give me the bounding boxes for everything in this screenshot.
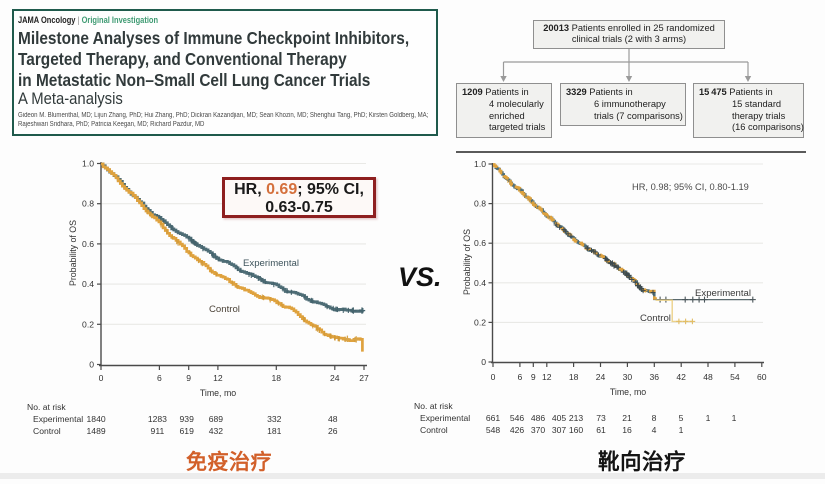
- svg-text:939: 939: [180, 414, 195, 424]
- svg-text:213: 213: [569, 413, 584, 423]
- svg-text:Experimental: Experimental: [420, 413, 470, 423]
- svg-text:426: 426: [510, 425, 525, 435]
- svg-text:619: 619: [180, 426, 195, 436]
- svg-text:405: 405: [552, 413, 567, 423]
- svg-text:Probability of OS: Probability of OS: [68, 220, 78, 286]
- svg-text:689: 689: [209, 414, 224, 424]
- svg-text:26: 26: [328, 426, 338, 436]
- svg-text:21: 21: [622, 413, 632, 423]
- svg-text:1.0: 1.0: [474, 159, 486, 169]
- svg-text:54: 54: [730, 372, 740, 382]
- svg-text:332: 332: [267, 414, 282, 424]
- svg-text:548: 548: [486, 425, 501, 435]
- svg-text:5: 5: [679, 413, 684, 423]
- svg-text:No. at risk: No. at risk: [414, 401, 453, 411]
- svg-text:42: 42: [676, 372, 686, 382]
- svg-text:Control: Control: [209, 304, 240, 315]
- svg-text:4: 4: [652, 425, 657, 435]
- svg-text:9: 9: [186, 373, 191, 383]
- svg-text:48: 48: [703, 372, 713, 382]
- svg-text:0.8: 0.8: [82, 199, 94, 209]
- svg-text:160: 160: [569, 425, 584, 435]
- svg-text:0: 0: [491, 372, 496, 382]
- svg-text:1: 1: [706, 413, 711, 423]
- svg-text:0.8: 0.8: [474, 199, 486, 209]
- svg-text:24: 24: [330, 373, 340, 383]
- svg-text:9: 9: [531, 372, 536, 382]
- svg-text:8: 8: [652, 413, 657, 423]
- svg-text:16: 16: [622, 425, 632, 435]
- svg-text:307: 307: [552, 425, 567, 435]
- svg-text:432: 432: [209, 426, 224, 436]
- svg-text:27: 27: [359, 373, 369, 383]
- svg-text:Experimental: Experimental: [33, 414, 83, 424]
- svg-text:Time, mo: Time, mo: [200, 388, 236, 398]
- svg-text:486: 486: [531, 413, 546, 423]
- svg-text:0: 0: [99, 373, 104, 383]
- svg-text:0: 0: [481, 357, 486, 367]
- svg-text:Experimental: Experimental: [243, 258, 299, 269]
- svg-text:661: 661: [486, 413, 501, 423]
- svg-text:61: 61: [596, 425, 606, 435]
- svg-text:30: 30: [623, 372, 633, 382]
- svg-text:12: 12: [542, 372, 552, 382]
- svg-text:546: 546: [510, 413, 525, 423]
- svg-text:0.4: 0.4: [474, 278, 486, 288]
- svg-text:6: 6: [157, 373, 162, 383]
- svg-text:HR, 0.98; 95% CI, 0.80-1.19: HR, 0.98; 95% CI, 0.80-1.19: [632, 182, 749, 192]
- svg-text:Time, mo: Time, mo: [610, 387, 646, 397]
- svg-text:1: 1: [732, 413, 737, 423]
- svg-text:Control: Control: [420, 425, 448, 435]
- svg-text:1283: 1283: [148, 414, 167, 424]
- svg-text:18: 18: [569, 372, 579, 382]
- svg-text:48: 48: [328, 414, 338, 424]
- svg-text:36: 36: [650, 372, 660, 382]
- svg-text:181: 181: [267, 426, 282, 436]
- svg-text:0.2: 0.2: [474, 317, 486, 327]
- svg-text:Control: Control: [640, 313, 671, 324]
- svg-text:0.6: 0.6: [82, 239, 94, 249]
- svg-text:0.6: 0.6: [474, 238, 486, 248]
- svg-text:Probability of OS: Probability of OS: [462, 229, 472, 295]
- svg-text:60: 60: [757, 372, 767, 382]
- svg-text:911: 911: [151, 426, 165, 436]
- svg-text:1.0: 1.0: [82, 159, 94, 169]
- svg-text:18: 18: [272, 373, 282, 383]
- svg-text:0: 0: [89, 360, 94, 370]
- svg-text:1: 1: [679, 425, 684, 435]
- svg-text:6: 6: [518, 372, 523, 382]
- svg-text:24: 24: [596, 372, 606, 382]
- svg-text:Experimental: Experimental: [695, 288, 751, 299]
- svg-text:0.2: 0.2: [82, 319, 94, 329]
- svg-text:No. at risk: No. at risk: [27, 402, 66, 412]
- svg-text:1840: 1840: [87, 414, 106, 424]
- svg-text:Control: Control: [33, 426, 61, 436]
- svg-text:370: 370: [531, 425, 546, 435]
- svg-text:1489: 1489: [87, 426, 106, 436]
- svg-text:0.4: 0.4: [82, 279, 94, 289]
- svg-text:73: 73: [596, 413, 606, 423]
- svg-text:12: 12: [213, 373, 223, 383]
